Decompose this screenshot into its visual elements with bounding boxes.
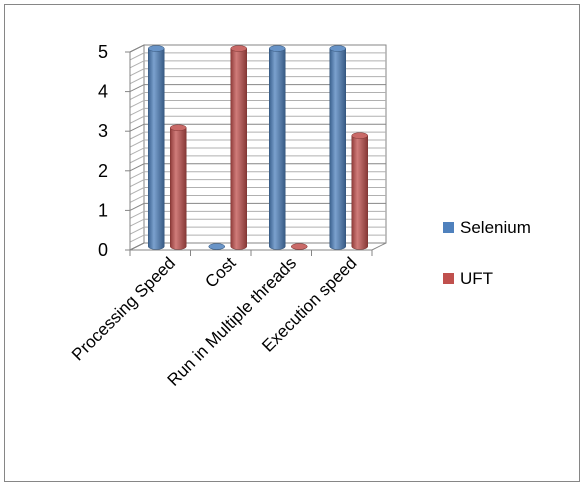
gridline (129, 179, 386, 188)
gridline (129, 115, 386, 124)
bar-top (329, 45, 346, 52)
chart-walls (129, 44, 387, 251)
y-tick-label: 3 (98, 121, 108, 141)
gridline (129, 99, 386, 108)
bar-selenium-run-in-multiple-threads (269, 45, 286, 250)
gridline (129, 202, 386, 211)
chart-frame (4, 4, 580, 482)
gridline (129, 123, 386, 132)
bar-top (351, 132, 368, 139)
gridline (129, 155, 386, 164)
gridline (129, 139, 386, 148)
gridline (129, 76, 386, 85)
gridline (129, 163, 386, 172)
bar-body (329, 48, 346, 250)
gridline (129, 218, 386, 227)
bar-top (148, 45, 165, 52)
bar-uft-processing-speed (170, 124, 187, 250)
grid-lines (129, 44, 386, 251)
y-tick-label: 2 (98, 161, 108, 181)
gridline (129, 242, 386, 251)
bar-body (269, 48, 286, 250)
bars (148, 45, 368, 250)
bar-uft-execution-speed (351, 132, 368, 250)
y-tick-label: 5 (98, 42, 108, 62)
bar-uft-cost (230, 45, 247, 250)
gridline (129, 107, 386, 116)
bar-selenium-execution-speed (329, 45, 346, 250)
floor (129, 242, 387, 251)
bar-body (148, 48, 165, 250)
y-tick-label: 0 (98, 240, 108, 260)
bar-body (351, 135, 368, 250)
gridline (129, 210, 386, 219)
legend-swatch-selenium (443, 222, 454, 233)
y-tick-label: 1 (98, 200, 108, 220)
gridline (129, 84, 386, 93)
y-tick-label: 4 (98, 82, 108, 102)
gridline (129, 147, 386, 156)
bar-selenium-cost (208, 243, 226, 250)
gridline (129, 234, 386, 243)
legend: Selenium UFT (443, 218, 531, 288)
x-label-processing-speed: Processing Speed (68, 253, 179, 364)
bar-top (170, 124, 187, 131)
bar-top (291, 243, 308, 250)
legend-label-selenium: Selenium (460, 218, 531, 237)
legend-label-uft: UFT (460, 269, 493, 288)
bar-uft-run-in-multiple-threads (290, 243, 308, 250)
x-label-cost: Cost (201, 253, 239, 291)
bar-selenium-processing-speed (148, 45, 165, 250)
gridline (129, 92, 386, 100)
gridline (129, 171, 386, 180)
bar-body (170, 127, 187, 250)
axes (125, 51, 373, 256)
gridline (129, 44, 386, 53)
gridline (129, 226, 386, 235)
gridline (129, 68, 386, 77)
y-axis-ticks: 0 1 2 3 4 5 (98, 42, 108, 260)
side-wall (129, 44, 145, 251)
gridline (129, 131, 386, 140)
bar-body (230, 48, 247, 250)
bar-top (230, 45, 247, 52)
bar-top (208, 243, 225, 250)
gridline (129, 52, 386, 61)
legend-swatch-uft (443, 273, 454, 284)
gridline (129, 187, 386, 196)
bar-top (269, 45, 286, 52)
gridline (129, 194, 386, 203)
gridline (129, 60, 386, 69)
